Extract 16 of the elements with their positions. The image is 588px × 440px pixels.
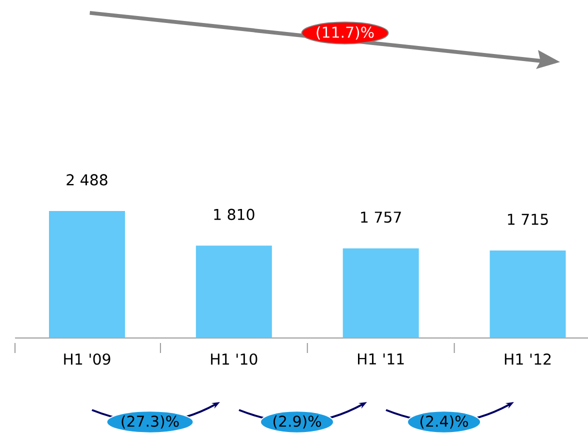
data-label: 1 715	[508, 214, 548, 225]
text: (2.4)%	[420, 415, 468, 429]
text: (11.7)%	[316, 26, 374, 40]
text: (2.9)%	[273, 415, 321, 429]
x-tick-label: H1 '09	[64, 353, 110, 365]
bar	[196, 246, 272, 338]
x-tick-label: H1 '11	[358, 353, 404, 364]
bar	[48, 211, 125, 338]
x-tick-label: H1 '10	[211, 353, 258, 365]
bar	[490, 250, 566, 338]
data-label: 1 810	[214, 208, 254, 220]
data-label: 1 757	[361, 212, 401, 223]
bar	[342, 248, 419, 338]
data-label: 2 488	[66, 174, 108, 186]
text: (27.3)%	[122, 415, 179, 429]
x-tick-label: H1 '12	[504, 353, 551, 365]
